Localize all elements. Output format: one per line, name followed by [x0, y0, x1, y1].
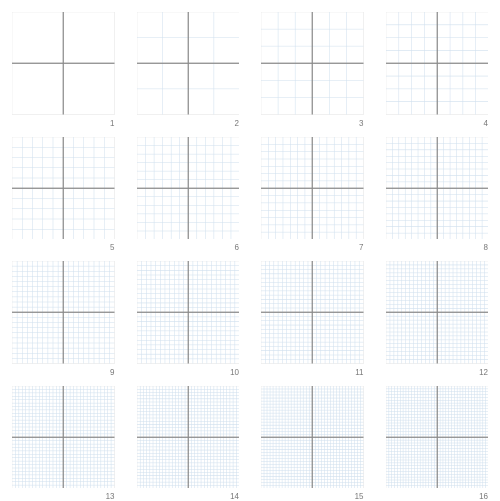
grid-panel: 5 [12, 137, 115, 240]
grid-panel: 13 [12, 386, 115, 489]
grid-plot [137, 12, 240, 115]
grid-plot [137, 261, 240, 364]
grid-panel: 3 [261, 12, 364, 115]
grid-panel: 7 [261, 137, 364, 240]
grid-plot [12, 386, 115, 489]
grid-panel: 16 [386, 386, 489, 489]
panel-index-label: 5 [110, 244, 114, 252]
panel-index-label: 6 [235, 244, 239, 252]
grid-plot [12, 12, 115, 115]
panel-index-label: 12 [479, 369, 488, 377]
grid-plot [12, 261, 115, 364]
grid-panel: 8 [386, 137, 489, 240]
grid-panel: 2 [137, 12, 240, 115]
grid-plot [386, 12, 489, 115]
panel-index-label: 11 [355, 369, 363, 377]
grid-panel: 1 [12, 12, 115, 115]
panel-index-label: 4 [484, 120, 488, 128]
panels-container: 12345678910111213141516 [12, 12, 488, 488]
grid-plot [137, 386, 240, 489]
grid-plot [386, 386, 489, 489]
grid-panel: 4 [386, 12, 489, 115]
grid-panel: 10 [137, 261, 240, 364]
grid-plot [261, 12, 364, 115]
grid-panel: 9 [12, 261, 115, 364]
panel-index-label: 3 [359, 120, 363, 128]
grid-plot [386, 137, 489, 240]
panel-index-label: 2 [235, 120, 239, 128]
panel-index-label: 9 [110, 369, 114, 377]
grid-panel: 12 [386, 261, 489, 364]
panel-index-label: 1 [110, 120, 114, 128]
grid-panel: 15 [261, 386, 364, 489]
grid-plot [137, 137, 240, 240]
grid-panel: 6 [137, 137, 240, 240]
grid-plot [386, 261, 489, 364]
grid-panel: 11 [261, 261, 364, 364]
panel-index-label: 10 [230, 369, 239, 377]
grid-plot [261, 261, 364, 364]
panel-index-label: 7 [359, 244, 363, 252]
panel-index-label: 8 [484, 244, 488, 252]
grid-plot [261, 386, 364, 489]
grid-panel: 14 [137, 386, 240, 489]
grid-plot [12, 137, 115, 240]
grid-plot [261, 137, 364, 240]
grid-density-figure: 12345678910111213141516 [0, 0, 500, 500]
